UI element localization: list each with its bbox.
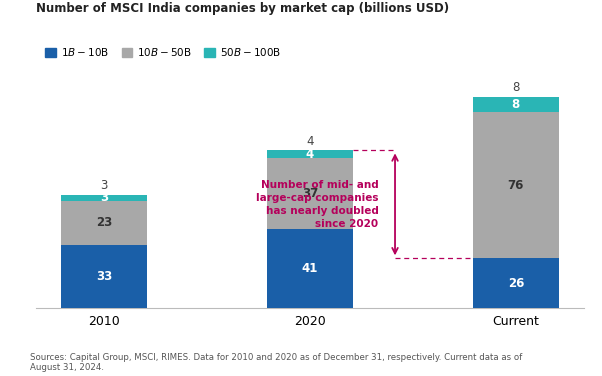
Text: Number of MSCI India companies by market cap (billions USD): Number of MSCI India companies by market… bbox=[36, 2, 449, 15]
Text: 37: 37 bbox=[302, 187, 318, 200]
Text: 23: 23 bbox=[96, 216, 113, 229]
Bar bbox=[61, 195, 147, 200]
Bar bbox=[61, 200, 147, 245]
Text: 3: 3 bbox=[100, 191, 108, 204]
Text: Sources: Capital Group, MSCI, RIMES. Data for 2010 and 2020 as of December 31, r: Sources: Capital Group, MSCI, RIMES. Dat… bbox=[30, 353, 523, 372]
Bar bbox=[473, 112, 559, 258]
Bar bbox=[267, 150, 353, 158]
Text: 8: 8 bbox=[512, 81, 520, 94]
Bar bbox=[267, 158, 353, 229]
Bar bbox=[473, 97, 559, 112]
Text: 76: 76 bbox=[507, 179, 524, 192]
Text: 3: 3 bbox=[101, 179, 108, 192]
Text: 41: 41 bbox=[302, 262, 318, 275]
Text: 8: 8 bbox=[512, 98, 520, 111]
Legend: $1B-$10B, $10B-$50B, $50B-$100B: $1B-$10B, $10B-$50B, $50B-$100B bbox=[42, 42, 285, 62]
Text: 26: 26 bbox=[507, 277, 524, 290]
Text: 4: 4 bbox=[306, 148, 314, 161]
Bar bbox=[61, 245, 147, 308]
Bar bbox=[473, 258, 559, 308]
Text: 33: 33 bbox=[96, 270, 113, 283]
Bar bbox=[267, 229, 353, 308]
Text: Number of mid- and
large-cap companies
has nearly doubled
since 2020: Number of mid- and large-cap companies h… bbox=[256, 180, 379, 229]
Text: 4: 4 bbox=[306, 135, 314, 147]
